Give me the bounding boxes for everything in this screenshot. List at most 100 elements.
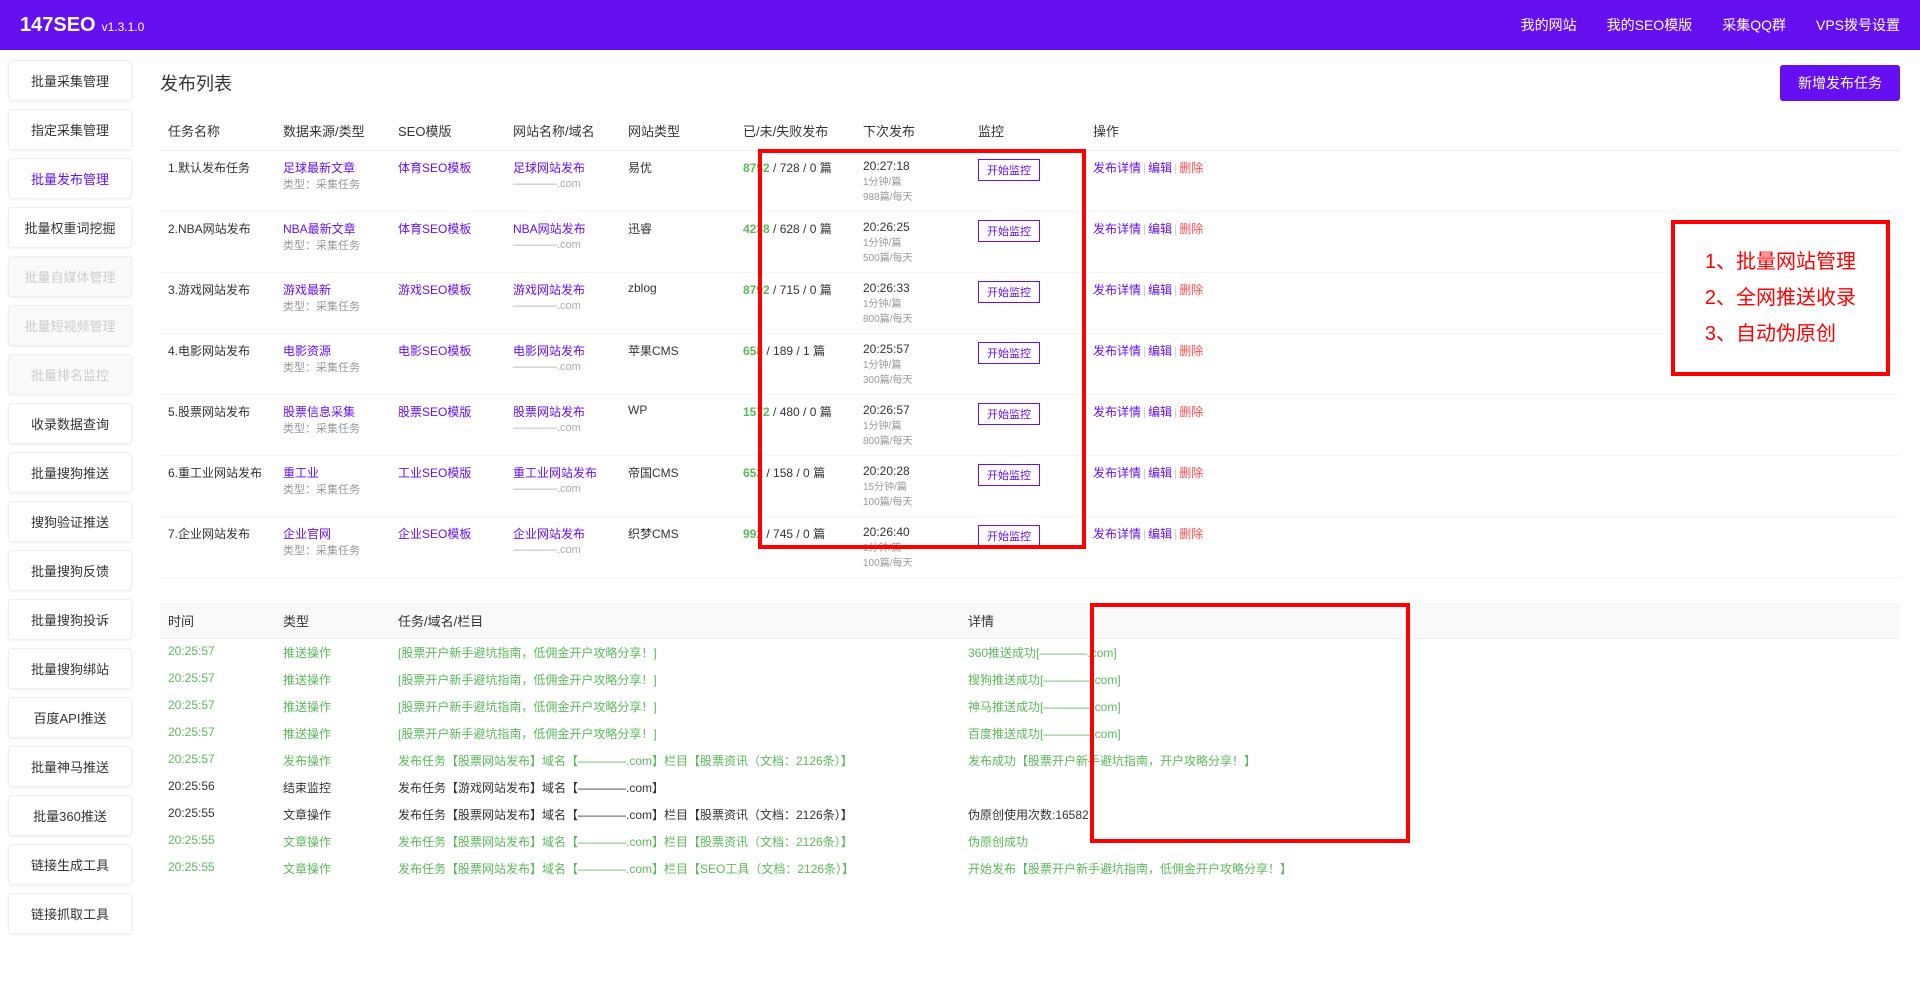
detail-link[interactable]: 发布详情 [1093, 222, 1141, 236]
next-freq: 1分钟/篇 [863, 421, 901, 432]
template-link[interactable]: 游戏SEO模板 [398, 283, 471, 297]
delete-link[interactable]: 删除 [1179, 466, 1203, 480]
site-domain: ————.com [513, 239, 581, 251]
sidebar-item[interactable]: 批量360推送 [8, 795, 132, 836]
log-row: 20:25:57发布操作发布任务【股票网站发布】域名【————.com】栏目【股… [160, 747, 1900, 774]
monitor-button[interactable]: 开始监控 [978, 525, 1040, 547]
sidebar-item[interactable]: 批量神马推送 [8, 746, 132, 787]
sidebar-item[interactable]: 搜狗验证推送 [8, 501, 132, 542]
detail-link[interactable]: 发布详情 [1093, 283, 1141, 297]
detail-link[interactable]: 发布详情 [1093, 466, 1141, 480]
sidebar-item[interactable]: 批量排名监控 [8, 354, 132, 395]
source-link[interactable]: 足球最新文章 [283, 161, 355, 175]
sidebar-item[interactable]: 批量发布管理 [8, 158, 132, 199]
edit-link[interactable]: 编辑 [1148, 283, 1172, 297]
sidebar-item[interactable]: 批量自媒体管理 [8, 256, 132, 297]
nav-item[interactable]: 我的SEO模版 [1607, 15, 1693, 35]
site-link[interactable]: 重工业网站发布 [513, 466, 597, 480]
monitor-button[interactable]: 开始监控 [978, 464, 1040, 486]
delete-link[interactable]: 删除 [1179, 405, 1203, 419]
next-time: 20:26:25 [863, 220, 910, 234]
site-link[interactable]: 电影网站发布 [513, 344, 585, 358]
detail-link[interactable]: 发布详情 [1093, 344, 1141, 358]
sidebar-item[interactable]: 批量采集管理 [8, 60, 132, 101]
template-link[interactable]: 体育SEO模板 [398, 161, 471, 175]
log-row: 20:25:55文章操作发布任务【股票网站发布】域名【————.com】栏目【股… [160, 828, 1900, 855]
site-link[interactable]: 股票网站发布 [513, 405, 585, 419]
edit-link[interactable]: 编辑 [1148, 344, 1172, 358]
next-daily: 800篇/每天 [863, 436, 912, 447]
next-daily: 100篇/每天 [863, 558, 912, 569]
main-content: 发布列表 新增发布任务 任务名称数据来源/类型SEO模版网站名称/域名网站类型已… [140, 50, 1920, 998]
nav-item[interactable]: 我的网站 [1521, 15, 1577, 35]
sidebar-item[interactable]: 百度API推送 [8, 697, 132, 738]
source-link[interactable]: 电影资源 [283, 344, 331, 358]
monitor-button[interactable]: 开始监控 [978, 342, 1040, 364]
site-type: 迅睿 [620, 212, 735, 273]
monitor-button[interactable]: 开始监控 [978, 220, 1040, 242]
detail-link[interactable]: 发布详情 [1093, 161, 1141, 175]
callout-line: 3、自动伪原创 [1705, 316, 1856, 352]
source-link[interactable]: 重工业 [283, 466, 319, 480]
source-type: 类型：采集任务 [283, 545, 360, 557]
add-task-button[interactable]: 新增发布任务 [1780, 65, 1900, 101]
source-link[interactable]: 股票信息采集 [283, 405, 355, 419]
sidebar: 批量采集管理指定采集管理批量发布管理批量权重词挖掘批量自媒体管理批量短视频管理批… [0, 50, 140, 998]
page-title: 发布列表 [160, 70, 232, 96]
next-time: 20:26:33 [863, 281, 910, 295]
sidebar-item[interactable]: 指定采集管理 [8, 109, 132, 150]
sidebar-item[interactable]: 收录数据查询 [8, 403, 132, 444]
site-link[interactable]: 游戏网站发布 [513, 283, 585, 297]
site-link[interactable]: NBA网站发布 [513, 222, 586, 236]
delete-link[interactable]: 删除 [1179, 527, 1203, 541]
version-text: v1.3.1.0 [102, 20, 145, 34]
publish-stats: 658 / 189 / 1 篇 [735, 334, 855, 395]
nav-item[interactable]: VPS拨号设置 [1816, 15, 1900, 35]
next-daily: 500篇/每天 [863, 253, 912, 264]
sidebar-item[interactable]: 链接生成工具 [8, 844, 132, 885]
source-link[interactable]: 企业官网 [283, 527, 331, 541]
sidebar-item[interactable]: 批量搜狗反馈 [8, 550, 132, 591]
column-header: 下次发布 [855, 111, 970, 151]
template-link[interactable]: 体育SEO模板 [398, 222, 471, 236]
edit-link[interactable]: 编辑 [1148, 466, 1172, 480]
sidebar-item[interactable]: 批量搜狗投诉 [8, 599, 132, 640]
detail-link[interactable]: 发布详情 [1093, 527, 1141, 541]
delete-link[interactable]: 删除 [1179, 161, 1203, 175]
site-domain: ————.com [513, 361, 581, 373]
template-link[interactable]: 企业SEO模板 [398, 527, 471, 541]
sidebar-item[interactable]: 批量短视频管理 [8, 305, 132, 346]
site-link[interactable]: 足球网站发布 [513, 161, 585, 175]
edit-link[interactable]: 编辑 [1148, 161, 1172, 175]
log-time: 20:25:57 [160, 639, 275, 667]
edit-link[interactable]: 编辑 [1148, 405, 1172, 419]
sidebar-item[interactable]: 批量搜狗绑站 [8, 648, 132, 689]
template-link[interactable]: 工业SEO模版 [398, 466, 471, 480]
log-column-header: 任务/域名/栏目 [390, 603, 960, 639]
log-type: 文章操作 [275, 855, 390, 882]
sidebar-item[interactable]: 批量权重词挖掘 [8, 207, 132, 248]
publish-stats: 1572 / 480 / 0 篇 [735, 395, 855, 456]
delete-link[interactable]: 删除 [1179, 283, 1203, 297]
sidebar-item[interactable]: 链接抓取工具 [8, 893, 132, 934]
nav-item[interactable]: 采集QQ群 [1722, 15, 1786, 35]
template-link[interactable]: 电影SEO模板 [398, 344, 471, 358]
monitor-button[interactable]: 开始监控 [978, 281, 1040, 303]
task-row: 5.股票网站发布股票信息采集类型：采集任务股票SEO模版股票网站发布————.c… [160, 395, 1900, 456]
source-link[interactable]: 游戏最新 [283, 283, 331, 297]
detail-link[interactable]: 发布详情 [1093, 405, 1141, 419]
task-name: 4.电影网站发布 [160, 334, 275, 395]
delete-link[interactable]: 删除 [1179, 222, 1203, 236]
monitor-button[interactable]: 开始监控 [978, 403, 1040, 425]
source-link[interactable]: NBA最新文章 [283, 222, 356, 236]
edit-link[interactable]: 编辑 [1148, 222, 1172, 236]
next-freq: 1分钟/篇 [863, 360, 901, 371]
monitor-button[interactable]: 开始监控 [978, 159, 1040, 181]
log-type: 推送操作 [275, 639, 390, 667]
sidebar-item[interactable]: 批量搜狗推送 [8, 452, 132, 493]
top-nav: 我的网站 我的SEO模版 采集QQ群 VPS拨号设置 [1521, 15, 1900, 35]
delete-link[interactable]: 删除 [1179, 344, 1203, 358]
edit-link[interactable]: 编辑 [1148, 527, 1172, 541]
site-link[interactable]: 企业网站发布 [513, 527, 585, 541]
template-link[interactable]: 股票SEO模版 [398, 405, 471, 419]
